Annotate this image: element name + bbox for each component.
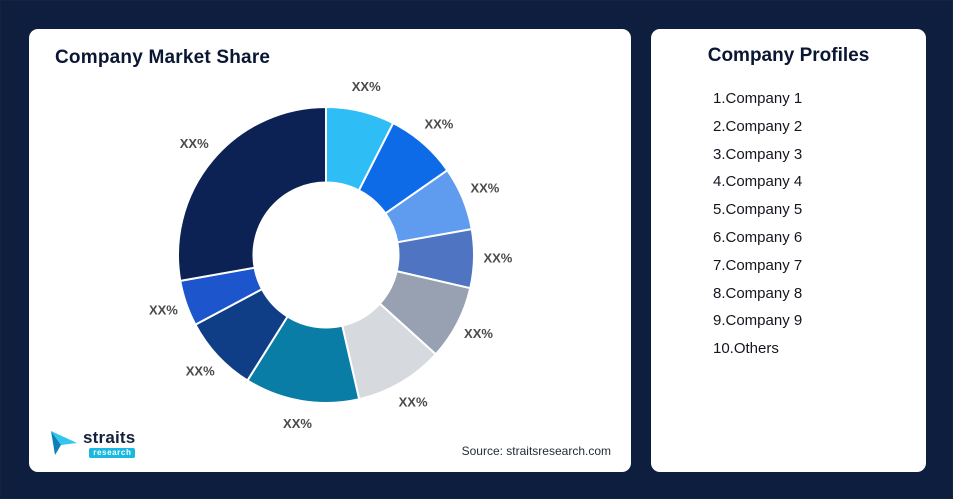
company-profile-item: 4.Company 4 — [713, 173, 803, 191]
company-profiles-card: Company Profiles 1.Company 1 2.Company 2 3… — [651, 29, 926, 472]
donut-segment-others — [177, 105, 327, 283]
straits-logo-icon — [51, 431, 77, 455]
company-profile-item: 9.Company 9 — [713, 312, 803, 330]
logo-text: straits research — [83, 427, 136, 458]
slice-label: XX% — [464, 326, 493, 341]
slice-label: XX% — [283, 416, 312, 431]
slice-label: XX% — [352, 79, 381, 94]
slice-label: XX% — [470, 181, 499, 196]
company-profile-item: 7.Company 7 — [713, 256, 803, 274]
company-profile-item: 3.Company 3 — [713, 145, 803, 163]
slice-label: XX% — [424, 117, 453, 132]
company-profile-item: 8.Company 8 — [713, 284, 803, 302]
company-profile-item: 10.Others — [713, 340, 779, 358]
chart-title: Company Market Share — [55, 47, 271, 68]
slice-label: XX% — [399, 395, 428, 410]
logo-name: straits — [83, 427, 136, 447]
company-profile-item: 1.Company 1 — [713, 90, 803, 107]
straits-research-logo: straits research — [49, 427, 136, 458]
company-profile-item: 6.Company 6 — [713, 228, 803, 246]
profiles-title: Company Profiles — [707, 45, 870, 66]
slice-label: XX% — [180, 136, 209, 151]
logo-subtitle: research — [89, 447, 136, 458]
source-text: Source: straitsresearch.com — [461, 444, 611, 458]
company-profile-item: 5.Company 5 — [713, 201, 803, 219]
donut-chart: XX% XX% XX% XX% XX% XX% XX% XX% XX% XX% — [149, 79, 513, 431]
slice-label: XX% — [483, 251, 512, 266]
company-profile-item: 2.Company 2 — [713, 117, 803, 135]
slice-label: XX% — [186, 364, 215, 379]
slice-label: XX% — [149, 303, 178, 318]
company-profiles-list: 1.Company 1 2.Company 2 3.Company 3 4.Compa… — [713, 85, 802, 363]
market-share-card: Company Market Share XX% XX% XX% XX% XX% XX% X… — [29, 29, 631, 472]
